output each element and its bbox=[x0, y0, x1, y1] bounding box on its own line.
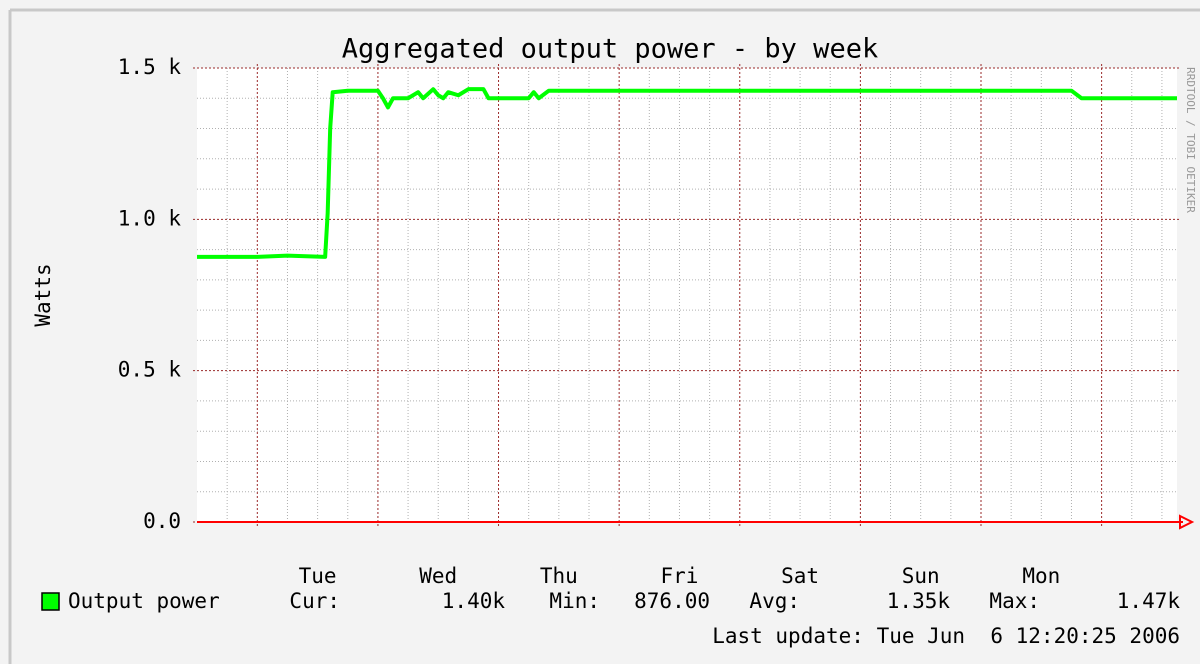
y-tick-label: 1.5 k bbox=[118, 55, 182, 79]
chart-title: Aggregated output power - by week bbox=[342, 34, 878, 65]
x-tick-label: Tue bbox=[299, 564, 337, 588]
x-tick-label: Fri bbox=[660, 564, 698, 588]
x-tick-label: Mon bbox=[1022, 564, 1060, 588]
last-update: Last update: Tue Jun 6 12:20:25 2006 bbox=[712, 624, 1180, 648]
legend-label: Output power bbox=[68, 589, 220, 613]
stat-value: 1.47k bbox=[1117, 589, 1181, 613]
legend-swatch bbox=[41, 592, 60, 611]
stat-value: 876.00 bbox=[634, 589, 710, 613]
x-tick-label: Wed bbox=[419, 564, 457, 588]
marks bbox=[197, 87, 1177, 259]
x-tick-label: Sun bbox=[902, 564, 940, 588]
y-tick-label: 1.0 k bbox=[118, 206, 182, 230]
plot-area bbox=[197, 68, 1177, 522]
stat-value: 1.40k bbox=[442, 589, 506, 613]
series-line bbox=[197, 87, 1177, 259]
stat-label: Max: bbox=[989, 589, 1040, 613]
x-tick-label: Sat bbox=[781, 564, 819, 588]
y-axis-label: Watts bbox=[31, 263, 55, 326]
stat-label: Avg: bbox=[749, 589, 800, 613]
side-text: RRDTOOL / TOBI OETIKER bbox=[1184, 67, 1197, 213]
stat-label: Min: bbox=[549, 589, 600, 613]
x-tick-label: Thu bbox=[540, 564, 578, 588]
stat-label: Cur: bbox=[289, 589, 340, 613]
y-tick-label: 0.0 bbox=[143, 509, 181, 533]
grid bbox=[193, 64, 1181, 526]
y-tick-label: 0.5 k bbox=[118, 358, 182, 382]
stat-value: 1.35k bbox=[887, 589, 951, 613]
